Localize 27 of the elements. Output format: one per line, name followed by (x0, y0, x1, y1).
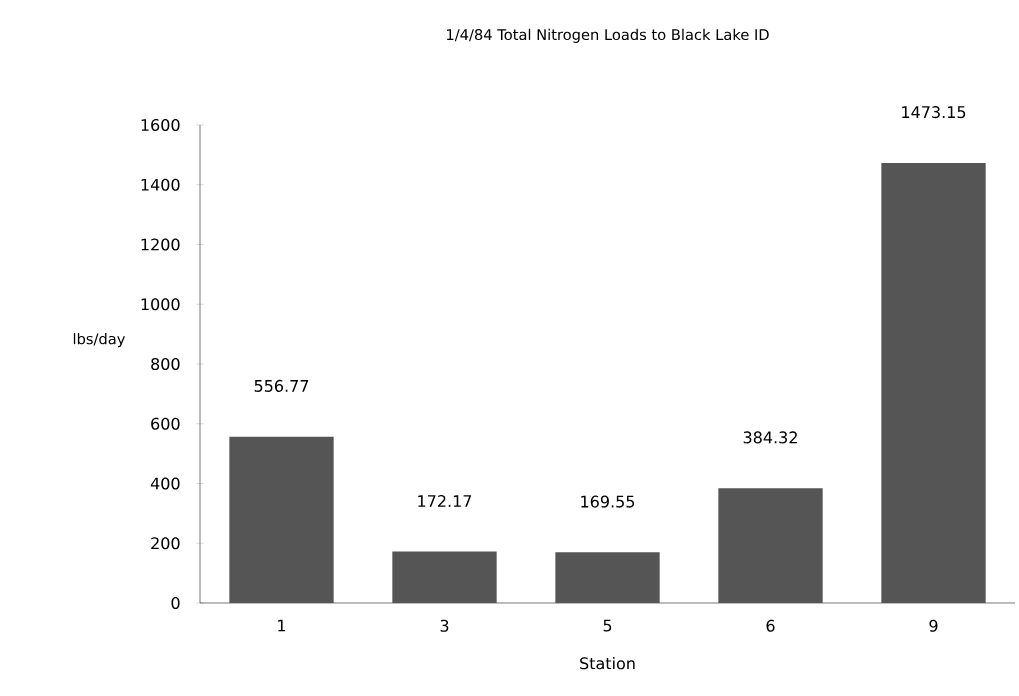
data-label: 384.32 (743, 431, 797, 444)
bar (392, 551, 497, 603)
x-tick-label: 6 (766, 619, 775, 632)
bar (229, 436, 334, 603)
y-tick-label: 1600 (141, 118, 180, 132)
bar (881, 162, 986, 603)
y-tick-label: 0 (171, 596, 180, 610)
y-tick-label: 800 (151, 357, 180, 371)
y-tick-label: 200 (151, 537, 180, 550)
bar (555, 552, 660, 603)
x-tick-label: 1 (278, 619, 286, 632)
y-tick-label: 400 (150, 477, 180, 490)
data-label: 172.17 (418, 494, 472, 507)
chart-title: 1/4/84 Total Nitrogen Loads to Black Lake ID (447, 28, 769, 43)
x-tick-label: 5 (603, 619, 612, 632)
x-tick-label: 9 (929, 619, 938, 632)
x-axis-title: Station (580, 656, 635, 670)
y-axis-title: lbs/day (73, 333, 125, 348)
x-tick-label: 3 (440, 619, 449, 632)
data-label: 556.77 (254, 379, 309, 392)
y-tick-label: 600 (151, 417, 180, 430)
data-label: 1473.15 (902, 106, 966, 119)
bar (718, 488, 823, 603)
y-tick-label: 1400 (141, 178, 180, 191)
data-label: 169.55 (581, 495, 635, 508)
y-tick-label: 1200 (141, 238, 180, 251)
y-tick-label: 1000 (141, 298, 180, 311)
